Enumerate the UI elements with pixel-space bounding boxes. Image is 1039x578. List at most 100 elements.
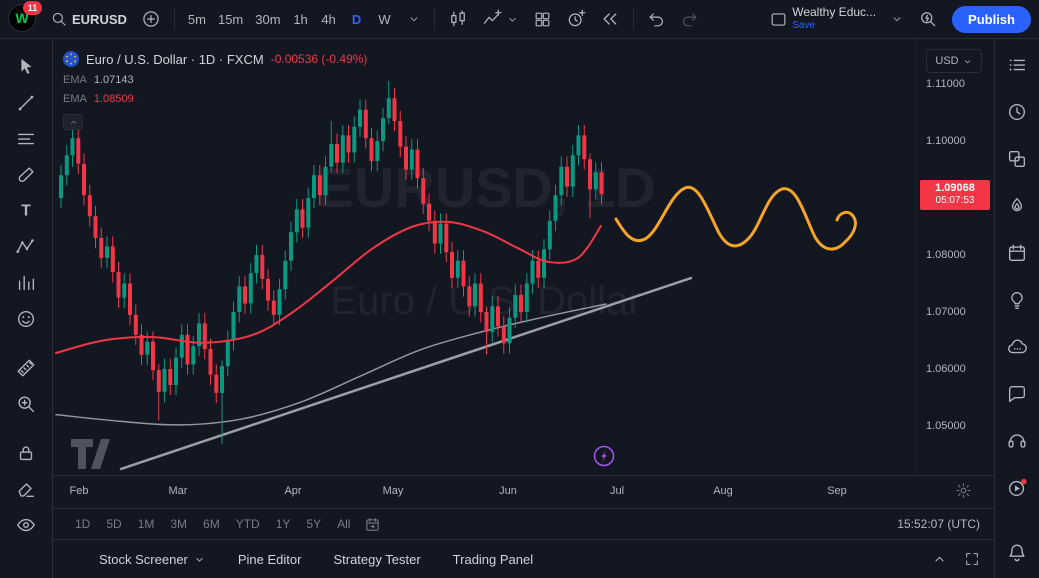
range-1y-button[interactable]: 1Y bbox=[268, 514, 299, 534]
xabcd-pattern-tool-button[interactable] bbox=[7, 229, 45, 265]
minds-cloud-button[interactable] bbox=[1004, 334, 1030, 360]
tab-strategy-tester[interactable]: Strategy Tester bbox=[317, 540, 436, 578]
price-scale-currency-select[interactable]: USD bbox=[926, 49, 982, 73]
range-6m-button[interactable]: 6M bbox=[195, 514, 228, 534]
tab-pine-editor[interactable]: Pine Editor bbox=[222, 540, 318, 578]
range-5d-button[interactable]: 5D bbox=[98, 514, 129, 534]
indicators-button[interactable] bbox=[476, 5, 525, 33]
layout-dropdown-caret[interactable] bbox=[884, 5, 910, 33]
legend-main-row[interactable]: Euro / U.S. Dollar · 1D · FXCM -0.00536 … bbox=[63, 51, 367, 67]
panel-tabs: Stock Screener Pine Editor Strategy Tester… bbox=[83, 540, 549, 578]
watchlist-button[interactable] bbox=[1004, 52, 1030, 78]
text-tool-button[interactable]: T bbox=[7, 193, 45, 229]
lock-icon bbox=[15, 442, 37, 464]
drawing-toolbar: T bbox=[0, 39, 53, 578]
zoom-tool-button[interactable] bbox=[7, 386, 45, 422]
support-headset-icon bbox=[1006, 430, 1028, 452]
eye-tool-button[interactable] bbox=[7, 507, 45, 543]
layout-select-button[interactable]: Wealthy Educ... Save bbox=[763, 5, 882, 33]
horizontal-lines-tool-button[interactable] bbox=[7, 121, 45, 157]
publish-button[interactable]: Publish bbox=[952, 5, 1031, 33]
candle-body bbox=[231, 312, 236, 341]
user-menu[interactable]: W 11 bbox=[8, 1, 42, 34]
chart-style-button[interactable] bbox=[442, 5, 474, 33]
layout-name-block: Wealthy Educ... Save bbox=[792, 6, 876, 32]
interval-switcher: 5m 15m 30m 1h 4h D W bbox=[182, 5, 399, 33]
indicator-label: EMA bbox=[63, 93, 87, 105]
interval-d-button[interactable]: D bbox=[343, 5, 371, 33]
chart-pane[interactable]: EURUSD, 1D Euro / U.S. Dollar Euro / U.S… bbox=[53, 39, 994, 508]
tab-trading-panel[interactable]: Trading Panel bbox=[437, 540, 549, 578]
chart-settings-button[interactable] bbox=[955, 482, 972, 499]
symbol-search-button[interactable]: EURUSD bbox=[44, 5, 133, 33]
multichart-layout-button[interactable] bbox=[527, 5, 558, 33]
interval-w-button[interactable]: W bbox=[371, 5, 399, 33]
notifications-bell-button[interactable] bbox=[1004, 540, 1030, 566]
plus-circle-icon bbox=[141, 9, 161, 29]
candle-body bbox=[105, 246, 109, 258]
candle-body bbox=[490, 306, 495, 332]
eraser-tool-button[interactable] bbox=[7, 471, 45, 507]
range-all-button[interactable]: All bbox=[329, 514, 358, 534]
range-ytd-button[interactable]: YTD bbox=[228, 514, 268, 534]
calendar-button[interactable] bbox=[1004, 240, 1030, 266]
candle-body bbox=[260, 255, 265, 279]
candle-body bbox=[243, 286, 247, 304]
emoji-tool-button[interactable] bbox=[7, 301, 45, 337]
bar-replay-button[interactable] bbox=[594, 5, 626, 33]
streams-play-button[interactable] bbox=[1004, 475, 1030, 501]
indicator-row[interactable]: EMA 1.08509 bbox=[63, 93, 367, 105]
support-headset-button[interactable] bbox=[1004, 428, 1030, 454]
price-scale[interactable]: 1.09068 05:07:53 1.11000 1.10000 1.08000 1.… bbox=[916, 39, 994, 476]
candle-body bbox=[294, 209, 299, 233]
brush-tool-button[interactable] bbox=[7, 157, 45, 193]
panel-maximize-button[interactable] bbox=[964, 551, 980, 568]
symbol-title[interactable]: Euro / U.S. Dollar · 1D · FXCM bbox=[86, 51, 264, 67]
candle-body bbox=[519, 294, 523, 312]
cursor-tool-button[interactable] bbox=[7, 49, 45, 85]
undo-button[interactable] bbox=[641, 5, 672, 33]
interval-4h-button[interactable]: 4h bbox=[315, 5, 343, 33]
range-1d-button[interactable]: 1D bbox=[67, 514, 98, 534]
interval-5m-button[interactable]: 5m bbox=[182, 5, 212, 33]
ideas-bulb-button[interactable] bbox=[1004, 287, 1030, 313]
candle-body bbox=[455, 260, 460, 278]
interval-1h-button[interactable]: 1h bbox=[287, 5, 315, 33]
range-3m-button[interactable]: 3M bbox=[162, 514, 195, 534]
save-layout-link[interactable]: Save bbox=[792, 20, 816, 32]
hotlists-fire-icon bbox=[1006, 195, 1028, 217]
redo-button[interactable] bbox=[674, 5, 705, 33]
server-clock[interactable]: 15:52:07 (UTC) bbox=[897, 517, 980, 531]
range-5y-button[interactable]: 5Y bbox=[298, 514, 329, 534]
intervals-dropdown-caret[interactable] bbox=[401, 5, 427, 33]
go-to-date-button[interactable] bbox=[358, 516, 387, 533]
forecast-bars-tool-button[interactable] bbox=[7, 265, 45, 301]
object-tree-button[interactable] bbox=[1004, 146, 1030, 172]
quick-search-button[interactable] bbox=[912, 5, 944, 33]
alerts-clock-icon bbox=[1006, 101, 1028, 123]
panel-collapse-button[interactable] bbox=[931, 551, 948, 568]
currency-label: USD bbox=[935, 55, 959, 67]
tab-stock-screener[interactable]: Stock Screener bbox=[83, 540, 222, 578]
trend-line-tool-button[interactable] bbox=[7, 85, 45, 121]
ruler-tool-button[interactable] bbox=[7, 350, 45, 386]
date-ranges-bar: 1D 5D 1M 3M 6M YTD 1Y 5Y All 15:52:07 (UTC) bbox=[53, 508, 994, 539]
legend-collapse-button[interactable] bbox=[63, 114, 83, 130]
create-alert-button[interactable] bbox=[560, 5, 592, 33]
range-1m-button[interactable]: 1M bbox=[130, 514, 163, 534]
candle-body bbox=[346, 135, 351, 153]
interval-15m-button[interactable]: 15m bbox=[212, 5, 249, 33]
hotlists-fire-button[interactable] bbox=[1004, 193, 1030, 219]
indicator-row[interactable]: EMA 1.07143 bbox=[63, 74, 367, 86]
compare-add-symbol-button[interactable] bbox=[135, 5, 167, 33]
candle-body bbox=[168, 369, 173, 385]
alerts-clock-button[interactable] bbox=[1004, 99, 1030, 125]
lock-tool-button[interactable] bbox=[7, 435, 45, 471]
interval-30m-button[interactable]: 30m bbox=[249, 5, 286, 33]
price-chart-canvas[interactable] bbox=[53, 39, 919, 479]
chevron-up-icon bbox=[68, 117, 79, 128]
chat-button[interactable] bbox=[1004, 381, 1030, 407]
gear-icon bbox=[955, 482, 972, 499]
time-tick-label: Sep bbox=[827, 485, 847, 497]
time-scale[interactable]: Feb Mar Apr May Jun Jul Aug Sep bbox=[53, 475, 994, 508]
